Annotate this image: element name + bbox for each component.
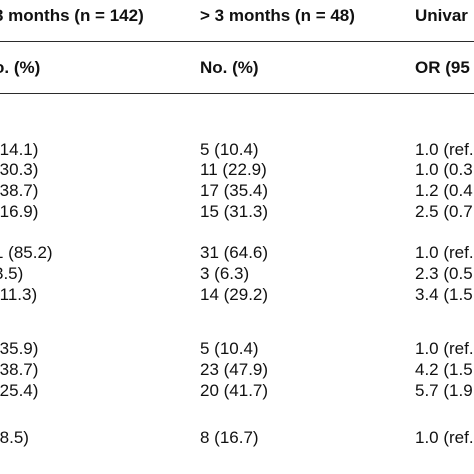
table-cell: 15 (31.3) [200, 202, 269, 221]
table-cell: 23 (47.9) [200, 360, 269, 379]
table-cell: 14 (29.2) [200, 285, 269, 304]
table-cell: 5 (10.4) [200, 140, 259, 159]
table-cell: (11.3) [0, 285, 38, 304]
table-cell: 8 (16.7) [200, 428, 259, 447]
table-cell: 1.2 (0.4 [415, 181, 473, 200]
table-cell: (25.4) [0, 381, 39, 400]
subheader-cell-count-le3: o. (%) [0, 58, 41, 77]
table-cell: 1.0 (ref. [415, 243, 474, 262]
table-cell: (14.1) [0, 140, 39, 159]
table-cell: (38.7) [0, 360, 39, 379]
header-cell-months-le3: 3 months (n = 142) [0, 6, 144, 25]
table-cell: 17 (35.4) [200, 181, 269, 200]
table-cell: 1.0 (ref. [415, 140, 474, 159]
table-cell: 31 (64.6) [200, 243, 269, 262]
table-cell: 1.0 (0.3 [415, 160, 473, 179]
table-cell: 2.3 (0.5 [415, 264, 473, 283]
table-cell: 3 (6.3) [200, 264, 250, 283]
table-cell: 1.0 (ref. [415, 428, 474, 447]
table-cell: 2.5 (0.7 [415, 202, 473, 221]
table-cell: (16.9) [0, 202, 39, 221]
table-cell: 3.5) [0, 264, 24, 283]
header-cell-univariate: Univar [415, 6, 468, 25]
table-cell: (8.5) [0, 428, 29, 447]
table-cell: 1.0 (ref. [415, 339, 474, 358]
subheader-cell-count-gt3: No. (%) [200, 58, 259, 77]
header-cell-months-gt3: > 3 months (n = 48) [200, 6, 355, 25]
table-cell: 20 (41.7) [200, 381, 269, 400]
table-cell: 3.4 (1.5 [415, 285, 473, 304]
header-rule [0, 41, 474, 42]
table-cell: 4.2 (1.5 [415, 360, 473, 379]
table-cell: (35.9) [0, 339, 39, 358]
subheader-cell-or: OR (95 [415, 58, 470, 77]
subheader-rule [0, 93, 474, 94]
table-cell: 1 (85.2) [0, 243, 53, 262]
table-cell: 5.7 (1.9 [415, 381, 473, 400]
table-cell: 11 (22.9) [200, 160, 267, 179]
table-cell: (30.3) [0, 160, 39, 179]
table-cell: 5 (10.4) [200, 339, 259, 358]
table-cell: (38.7) [0, 181, 39, 200]
